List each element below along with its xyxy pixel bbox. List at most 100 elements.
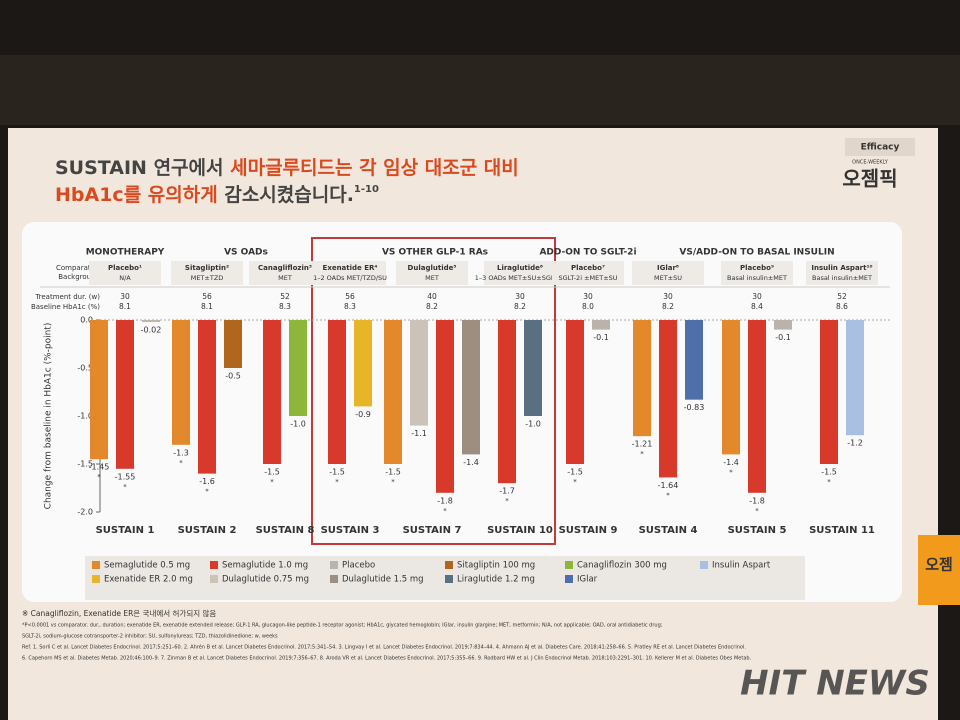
duration: 30 (752, 292, 762, 301)
baseline: 8.4 (751, 302, 763, 311)
bar (142, 320, 160, 322)
value-label: -0.02 (141, 325, 162, 334)
bar (633, 320, 651, 437)
comparator: Placebo¹ (108, 264, 142, 272)
highlight-box (311, 237, 556, 545)
value-label: -1.7 (499, 487, 515, 496)
legend-label: Sitagliptin 100 mg (457, 561, 535, 571)
bar (462, 320, 480, 455)
title-line2: HbA1c를 유의하게 감소시켰습니다.1-10 (55, 184, 379, 206)
duration: 52 (280, 292, 290, 301)
x-tick-label: SUSTAIN 3 (321, 525, 380, 536)
value-label: -1.8 (749, 496, 765, 505)
side-panel (918, 535, 960, 605)
value-label: -1.6 (199, 477, 215, 486)
background: SGLT-2i ±MET±SU (558, 274, 617, 282)
row-label: Comparator: (56, 264, 100, 272)
significance-marker: * (391, 478, 395, 486)
tag-box (845, 138, 915, 156)
footnote: *P<0.0001 vs comparator. dur., duration;… (22, 623, 663, 629)
comparator: Sitagliptin² (185, 264, 229, 272)
significance-marker: * (729, 468, 733, 476)
row-label: Treatment dur. (w) (34, 293, 100, 301)
legend-label: Liraglutide 1.2 mg (457, 575, 535, 585)
value-label: -1.21 (632, 440, 653, 449)
bar (384, 320, 402, 464)
baseline: 8.1 (119, 302, 131, 311)
brand-sub: ONCE-WEEKLY (852, 160, 889, 166)
legend-swatch (92, 561, 100, 569)
group-header: VS OTHER GLP-1 RAs (382, 248, 488, 258)
comparator-cell (249, 261, 321, 285)
y-tick-label: -0.5 (77, 364, 93, 373)
value-label: -1.0 (525, 420, 541, 429)
y-tick-label: -1.0 (77, 412, 93, 421)
comparator-cell (806, 261, 878, 285)
x-tick-label: SUSTAIN 10 (487, 525, 553, 536)
y-tick-label: -2.0 (77, 508, 93, 517)
y-tick-label: 0.0 (80, 316, 93, 325)
comparator-cell (484, 261, 556, 285)
bar (498, 320, 516, 484)
bar (263, 320, 281, 464)
value-label: -1.64 (658, 481, 679, 490)
value-label: -1.8 (437, 496, 453, 505)
comparator: Placebo⁷ (571, 264, 605, 272)
background: N/A (119, 274, 131, 282)
background: Basal insulin±MET (727, 274, 787, 282)
baseline: 8.1 (201, 302, 213, 311)
bar (592, 320, 610, 330)
value-label: -1.5 (567, 468, 583, 477)
title-part: 감소시켰습니다. (218, 184, 354, 206)
bar (198, 320, 216, 474)
tag: Efficacy (861, 143, 900, 153)
bar (90, 320, 108, 460)
value-label: -1.4 (463, 458, 479, 467)
bar (410, 320, 428, 426)
row-label: Baseline HbA1c (%) (31, 303, 100, 311)
value-label: -1.1 (411, 429, 427, 438)
value-label: -1.5 (264, 468, 280, 477)
comparator-cell (552, 261, 624, 285)
legend-swatch (210, 561, 218, 569)
bar (846, 320, 864, 436)
legend-swatch (330, 561, 338, 569)
legend-label: Dulaglutide 0.75 mg (222, 575, 309, 585)
title-part: SUSTAIN 연구에서 (55, 157, 230, 179)
value-label: -1.2 (847, 439, 863, 448)
x-tick-label: SUSTAIN 8 (256, 525, 315, 536)
legend-swatch (92, 575, 100, 583)
value-label: -0.5 (225, 372, 241, 381)
significance-marker: * (443, 507, 447, 515)
bar (354, 320, 372, 407)
comparator: IGlar⁸ (657, 264, 679, 272)
y-axis-label: Change from baseline in HbA1c (%-point) (44, 323, 54, 510)
title-part: 세마글루티드는 각 임상 대조군 대비 (230, 157, 519, 179)
value-label: -0.1 (593, 333, 609, 342)
value-label: -1.0 (290, 420, 306, 429)
x-tick-label: SUSTAIN 2 (178, 525, 237, 536)
x-tick-label: SUSTAIN 1 (96, 525, 155, 536)
legend-swatch (565, 575, 573, 583)
x-tick-label: SUSTAIN 7 (403, 525, 462, 536)
title-part: HbA1c를 유의하게 (55, 184, 218, 206)
baseline: 8.6 (836, 302, 848, 311)
background: Basal insulin±MET (812, 274, 872, 282)
significance-marker: * (270, 478, 274, 486)
legend-swatch (210, 575, 218, 583)
watermark: HIT NEWS (740, 664, 930, 704)
duration: 30 (663, 292, 673, 301)
significance-marker: * (123, 483, 127, 491)
bar (685, 320, 703, 400)
baseline: 8.3 (344, 302, 356, 311)
significance-marker: * (755, 507, 759, 515)
duration: 30 (583, 292, 593, 301)
comparator-cell (89, 261, 161, 285)
legend-swatch (700, 561, 708, 569)
background: MET±SU (654, 274, 682, 282)
background: MET (278, 274, 292, 282)
legend-label: Canagliflozin 300 mg (577, 561, 667, 571)
background: 1–3 OADs MET±SU±SGLT-2i (475, 274, 566, 282)
legend-label: Semaglutide 1.0 mg (222, 561, 308, 571)
legend-label: Exenatide ER 2.0 mg (104, 575, 193, 585)
